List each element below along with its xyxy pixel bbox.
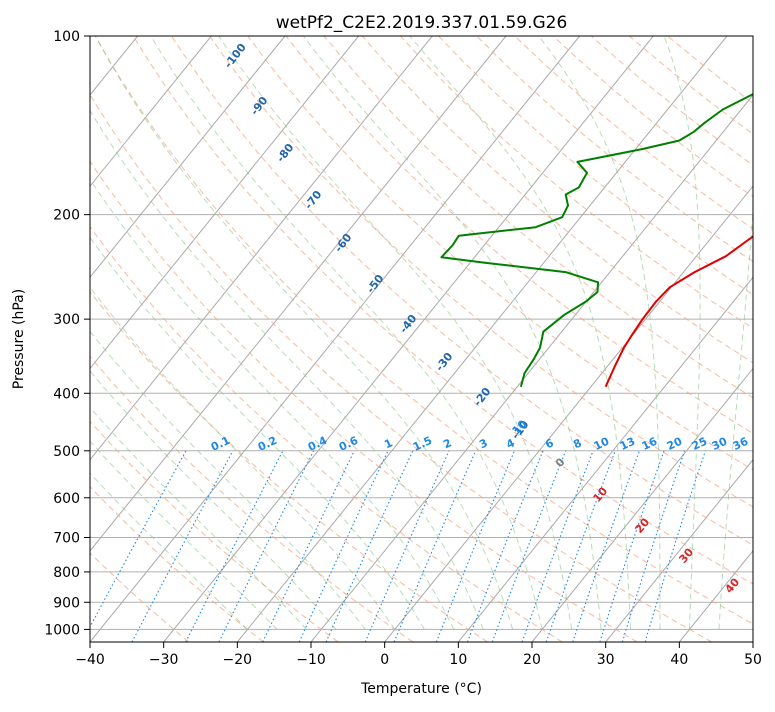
mixing-ratio-line bbox=[468, 451, 544, 642]
dry-adiabat-label: -50 bbox=[364, 272, 387, 296]
x-tick-label: 20 bbox=[523, 652, 541, 668]
isotherm-gridline bbox=[0, 36, 432, 642]
dry-adiabat-label: -100 bbox=[222, 41, 249, 71]
dry-adiabat-label: -40 bbox=[397, 312, 420, 336]
y-tick-label: 600 bbox=[53, 491, 80, 507]
isotherm-gridline bbox=[753, 36, 775, 642]
dry-adiabat-line bbox=[0, 36, 413, 642]
mixing-ratio-line bbox=[622, 451, 684, 642]
background-lines bbox=[0, 36, 775, 642]
mixing-ratio-label: 16 bbox=[640, 435, 660, 453]
x-tick-label: 30 bbox=[597, 652, 615, 668]
y-tick-label: 900 bbox=[53, 595, 80, 611]
mixing-ratio-label: 3 bbox=[477, 436, 489, 451]
mixing-ratio-label: 30 bbox=[710, 435, 730, 453]
temperature-line bbox=[606, 36, 775, 387]
isotherm-gridline bbox=[237, 36, 727, 642]
mixing-ratio-label: 25 bbox=[690, 435, 709, 453]
y-tick-label: 1000 bbox=[44, 622, 80, 638]
dry-adiabat-line bbox=[362, 36, 775, 642]
y-tick-label: 400 bbox=[53, 386, 80, 402]
moist-adiabat-line bbox=[219, 36, 572, 629]
dry-adiabat-label: -60 bbox=[332, 231, 355, 255]
x-tick-label: 10 bbox=[449, 652, 467, 668]
x-axis-label: Temperature (°C) bbox=[360, 681, 482, 697]
mixing-ratio-line bbox=[326, 451, 413, 642]
mixing-ratio-line bbox=[219, 451, 314, 642]
x-tick-label: −40 bbox=[75, 652, 105, 668]
moist-adiabat-line bbox=[539, 36, 660, 629]
mixing-ratio-line bbox=[522, 451, 593, 642]
isotherm-gridline bbox=[311, 36, 775, 642]
moist-adiabat-line bbox=[719, 36, 758, 629]
mixing-ratio-label: 6 bbox=[543, 436, 556, 451]
isotherm-gridline bbox=[0, 36, 285, 642]
x-tick-label: 40 bbox=[670, 652, 688, 668]
mixing-ratio-label: 20 bbox=[665, 435, 685, 453]
mixing-ratio-label: 2 bbox=[441, 436, 453, 451]
mixing-ratio-line bbox=[186, 451, 283, 642]
moist-adiabat-line bbox=[151, 36, 542, 629]
y-tick-label: 300 bbox=[53, 312, 80, 328]
moist-adiabat-label: 20 bbox=[632, 515, 652, 535]
isotherm-gridline bbox=[0, 36, 359, 642]
isotherm-gridline bbox=[0, 36, 211, 642]
y-tick-label: 700 bbox=[53, 531, 80, 547]
mixing-ratio-label: 10 bbox=[592, 435, 612, 453]
mixing-ratio-label: 8 bbox=[571, 436, 583, 451]
dry-adiabat-line bbox=[19, 36, 637, 642]
x-tick-label: −20 bbox=[223, 652, 253, 668]
isotherm-gridline bbox=[90, 36, 580, 642]
x-tick-label: 50 bbox=[744, 652, 762, 668]
dry-adiabat-line bbox=[248, 36, 775, 642]
moist-adiabat-line bbox=[664, 36, 700, 629]
mixing-ratio-line bbox=[299, 451, 388, 642]
moist-adiabat-line bbox=[0, 36, 306, 629]
dry-adiabat-label: -30 bbox=[433, 350, 456, 374]
dry-adiabat-line bbox=[0, 36, 488, 642]
chart-title: wetPf2_C2E2.2019.337.01.59.G26 bbox=[276, 13, 568, 33]
dry-adiabat-line bbox=[0, 36, 562, 642]
x-tick-label: −30 bbox=[149, 652, 179, 668]
mixing-ratio-line bbox=[263, 451, 355, 642]
moist-adiabat-label: 10 bbox=[590, 484, 610, 504]
mixing-ratio-line bbox=[82, 451, 186, 642]
dry-adiabat-line bbox=[324, 36, 775, 642]
mixing-ratio-line bbox=[436, 451, 514, 642]
moist-adiabat-line bbox=[410, 36, 631, 629]
moist-adiabat-line bbox=[96, 36, 513, 629]
moist-adiabat-label: 0 bbox=[553, 455, 568, 469]
y-axis-label: Pressure (hPa) bbox=[11, 289, 27, 389]
dry-adiabat-line bbox=[400, 36, 775, 642]
mixing-ratio-line bbox=[365, 451, 449, 642]
moist-adiabat-label: 40 bbox=[722, 575, 742, 595]
moist-adiabat-line bbox=[303, 36, 601, 629]
mixing-ratio-line bbox=[645, 451, 705, 642]
y-tick-label: 500 bbox=[53, 444, 80, 460]
dry-adiabat-line bbox=[515, 36, 775, 642]
y-tick-label: 200 bbox=[53, 208, 80, 224]
x-tick-label: 0 bbox=[380, 652, 389, 668]
isotherm-gridline bbox=[0, 36, 64, 642]
dry-adiabat-label: -80 bbox=[274, 141, 297, 165]
dry-adiabat-line bbox=[439, 36, 775, 642]
mixing-ratio-label: 13 bbox=[618, 435, 637, 453]
dry-adiabat-label: -20 bbox=[471, 385, 494, 409]
moist-adiabat-line bbox=[0, 36, 277, 629]
moist-adiabat-label: 30 bbox=[676, 545, 696, 565]
y-tick-label: 100 bbox=[53, 29, 80, 45]
y-tick-label: 800 bbox=[53, 565, 80, 581]
x-tick-label: −10 bbox=[296, 652, 326, 668]
dry-adiabat-line bbox=[0, 36, 338, 642]
dry-adiabat-line bbox=[0, 36, 189, 642]
dry-adiabat-line bbox=[553, 36, 775, 642]
dry-adiabat-label: -70 bbox=[302, 188, 325, 212]
dry-adiabat-label: -90 bbox=[248, 94, 271, 118]
